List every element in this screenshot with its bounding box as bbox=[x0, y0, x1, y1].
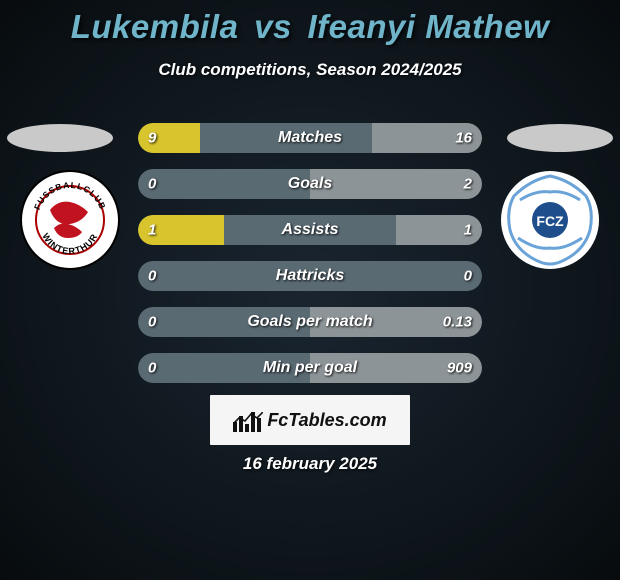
fctables-logo-icon bbox=[233, 408, 263, 432]
stat-value-left: 0 bbox=[148, 176, 156, 193]
stat-bar-right bbox=[310, 169, 482, 199]
stat-row: 0 2 Goals bbox=[138, 169, 482, 199]
stat-row: 0 0.13 Goals per match bbox=[138, 307, 482, 337]
stat-label: Min per goal bbox=[263, 359, 357, 377]
branding-badge: FcTables.com bbox=[210, 395, 410, 445]
stat-row: 1 1 Assists bbox=[138, 215, 482, 245]
date-text: 16 february 2025 bbox=[243, 454, 377, 474]
comparison-chart: 9 16 Matches 0 2 Goals 1 1 Assists 0 0 Hattricks 0 0.… bbox=[138, 123, 482, 399]
svg-text:FCZ: FCZ bbox=[536, 213, 564, 229]
stat-label: Assists bbox=[282, 221, 339, 239]
stat-value-left: 0 bbox=[148, 360, 156, 377]
stat-row: 0 0 Hattricks bbox=[138, 261, 482, 291]
title-left: Lukembila bbox=[71, 8, 239, 45]
stat-value-right: 0.13 bbox=[443, 314, 472, 331]
subtitle: Club competitions, Season 2024/2025 bbox=[0, 60, 620, 80]
stat-value-left: 0 bbox=[148, 314, 156, 331]
club-logo-right: FCZ bbox=[500, 170, 600, 270]
stat-label: Hattricks bbox=[276, 267, 344, 285]
stat-label: Matches bbox=[278, 129, 342, 147]
stat-label: Goals per match bbox=[247, 313, 372, 331]
player-right-ellipse bbox=[507, 124, 613, 152]
stat-value-right: 0 bbox=[464, 268, 472, 285]
stat-value-left: 0 bbox=[148, 268, 156, 285]
page-title: Lukembila vs Ifeanyi Mathew bbox=[0, 0, 620, 46]
stat-row: 0 909 Min per goal bbox=[138, 353, 482, 383]
stat-value-right: 2 bbox=[464, 176, 472, 193]
branding-text: FcTables.com bbox=[267, 410, 386, 431]
stat-label: Goals bbox=[288, 175, 332, 193]
club-logo-left: FUSSBALLCLUB WINTERTHUR bbox=[20, 170, 120, 270]
stat-value-left: 9 bbox=[148, 130, 156, 147]
stat-row: 9 16 Matches bbox=[138, 123, 482, 153]
title-vs: vs bbox=[248, 8, 298, 45]
stat-value-right: 909 bbox=[447, 360, 472, 377]
title-right: Ifeanyi Mathew bbox=[308, 8, 550, 45]
stat-value-right: 1 bbox=[464, 222, 472, 239]
stat-value-right: 16 bbox=[455, 130, 472, 147]
stat-value-left: 1 bbox=[148, 222, 156, 239]
player-left-ellipse bbox=[7, 124, 113, 152]
winterthur-badge-icon: FUSSBALLCLUB WINTERTHUR bbox=[20, 170, 120, 270]
fcz-badge-icon: FCZ bbox=[500, 170, 600, 270]
